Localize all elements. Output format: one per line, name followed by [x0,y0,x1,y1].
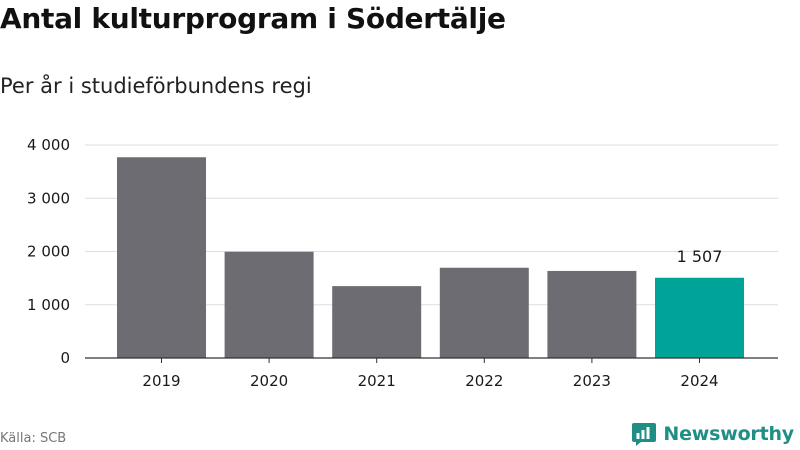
source-note: Källa: SCB [0,431,67,446]
y-tick-label: 3 000 [27,189,70,207]
chart-title: Antal kulturprogram i Södertälje [0,2,506,35]
y-tick-label: 4 000 [27,136,70,154]
brand-name: Newsworthy [663,423,794,445]
bar-2023 [547,270,637,358]
bar-chart: 0 1 000 2 000 3 000 4 000 2019 2020 2021 2022 202… [27,136,778,390]
chart-subtitle: Per år i studieförbundens regi [0,74,312,98]
brand-logo[interactable]: Newsworthy [631,421,794,447]
bar-2024 [655,277,744,358]
y-tick-label: 2 000 [27,243,70,261]
x-tick-label: 2023 [573,372,611,390]
x-tick-label: 2022 [465,372,503,390]
bar-2019 [117,157,206,358]
x-tick-label: 2020 [250,372,288,390]
bar-2021 [332,286,422,358]
y-tick-label: 0 [60,349,70,367]
bar-2022 [439,267,529,358]
bar-chart-speech-bubble-icon [632,423,657,446]
bar-2020 [224,251,314,358]
data-label-2024: 1 507 [677,247,723,266]
x-tick-label: 2019 [142,372,180,390]
x-tick-label: 2024 [680,372,718,390]
x-tick-label: 2021 [358,372,396,390]
y-tick-label: 1 000 [27,296,70,314]
